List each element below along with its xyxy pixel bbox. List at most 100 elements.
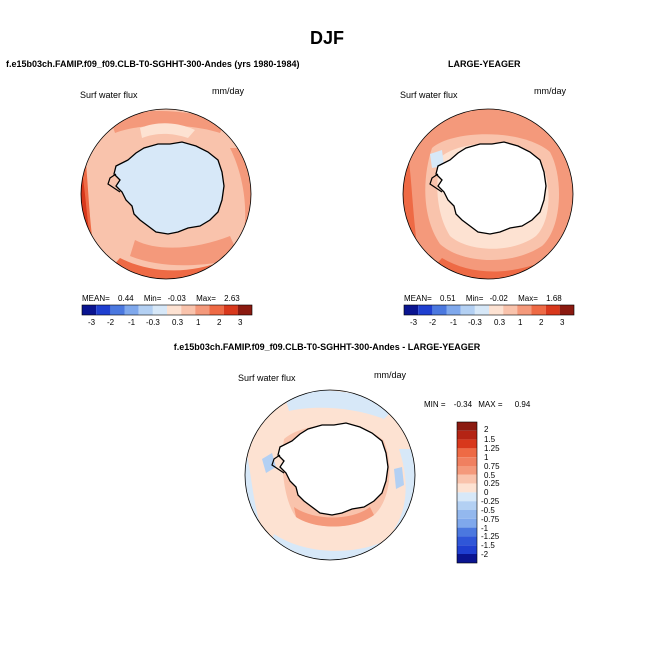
panel1-cbar-box-5	[138, 305, 153, 315]
panel1-cbar-box-12	[237, 305, 252, 315]
panel3-cbar-box-12	[457, 518, 477, 528]
panel3-cbar-box-1	[457, 422, 477, 431]
panel3-field-label: Surf water flux	[238, 373, 296, 383]
panel2-cbar-tick-5: 0.3	[494, 318, 506, 327]
panel3-cbar-tick-13: -1.25	[481, 532, 500, 541]
panel2-cbar-box-11	[545, 305, 560, 315]
panel1-polar-map	[80, 108, 252, 280]
panel3-cbar-outline	[456, 421, 478, 564]
panel2-polar-map	[402, 108, 574, 280]
panel3-cbar-tick-2: 1.5	[484, 435, 496, 444]
panel3-cbar-tick-4: 1	[484, 453, 489, 462]
panel2-cbar-box-4	[446, 305, 461, 315]
panel1-cbar-tick-2: -2	[107, 318, 115, 327]
panel3-max-label: MAX =	[478, 400, 503, 409]
panel3-west-blue-patch	[262, 453, 276, 473]
panel1-cbar-box-4	[124, 305, 139, 315]
panel1-title: f.e15b03ch.FAMIP.f09_f09.CLB-T0-SGHHT-30…	[6, 59, 300, 69]
panel1-stats: MEAN= 0.44 Min= -0.03 Max= 2.63	[82, 294, 240, 303]
panel3-cbar-box-4	[457, 448, 477, 458]
panel1-cbar-tick-3: -1	[128, 318, 136, 327]
panel1-colorbar	[81, 304, 253, 316]
panel3-cbar-box-2	[457, 430, 477, 440]
panel3-cbar-box-9	[457, 492, 477, 502]
panel1-cbar-box-3	[110, 305, 125, 315]
main-title: DJF	[309, 28, 344, 48]
panel3-peninsula	[271, 454, 285, 474]
panel1-mean-label: MEAN=	[82, 294, 110, 303]
panel3-cbar-tick-11: -0.75	[481, 515, 500, 524]
panel2-max-value: 1.68	[546, 294, 562, 303]
panel3-cbar-tick-7: 0.25	[484, 479, 500, 488]
panel1-cbar-box-11	[223, 305, 238, 315]
panel3-cbar-box-11	[457, 510, 477, 519]
panel2-cbar-box-12	[559, 305, 574, 315]
panel2-cbar-box-9	[517, 305, 532, 315]
panel3-cbar-box-16	[457, 554, 477, 563]
panel2-mean-label: MEAN=	[404, 294, 432, 303]
panel3-min-label: MIN =	[424, 400, 446, 409]
panel3-inner-salmon	[294, 507, 374, 527]
panel3-cbar-box-7	[457, 474, 477, 484]
panel3-cbar-tick-15: -2	[481, 550, 489, 559]
panel1-cbar-tick-1: -3	[88, 318, 96, 327]
panel1-north-band	[110, 111, 225, 133]
panel3-cbar-box-8	[457, 483, 477, 493]
panel3-cbar-box-5	[457, 457, 477, 466]
panel1-max-label: Max=	[196, 294, 216, 303]
panel1-cbar-box-1	[82, 305, 97, 315]
panel2-cbar-box-2	[418, 305, 433, 315]
panel1-cbar-tick-8: 3	[238, 318, 243, 327]
panel2-max-label: Max=	[518, 294, 538, 303]
panel3-antarctica	[277, 422, 389, 516]
panel1-cbar-box-8	[181, 305, 196, 315]
panel2-cbar-tick-2: -2	[429, 318, 437, 327]
panel1-min-value: -0.03	[167, 294, 186, 303]
panel2-title: LARGE-YEAGER	[448, 59, 521, 69]
panel2-cbar-box-8	[503, 305, 518, 315]
panel1-cbar-box-9	[195, 305, 210, 315]
panel2-min-value: -0.02	[489, 294, 508, 303]
panel3-cbar-tick-10: -0.5	[481, 506, 495, 515]
panel1-cbar-tick-5: 0.3	[172, 318, 184, 327]
panel1-cbar-tick-7: 2	[217, 318, 222, 327]
panel2-stats: MEAN= 0.51 Min= -0.02 Max= 1.68	[404, 294, 562, 303]
panel3-cbar-tick-12: -1	[481, 524, 489, 533]
panel1-cbar-tick-4: -0.3	[146, 318, 160, 327]
panel2-cbar-outline	[403, 304, 575, 316]
panel1-mean-value: 0.44	[118, 294, 134, 303]
panel1-min-label: Min=	[143, 294, 162, 303]
panel3-cbar-tick-5: 0.75	[484, 462, 500, 471]
panel3-cbar-tick-8: 0	[484, 488, 489, 497]
panel3-stats: MIN = -0.34 MAX = 0.94	[424, 400, 530, 409]
panel2-cbar-tick-8: 3	[560, 318, 565, 327]
panel2-peninsula	[429, 173, 443, 193]
panel2-cbar-box-5	[460, 305, 475, 315]
panel2-cbar-box-10	[531, 305, 546, 315]
panel2-map-border	[402, 108, 574, 280]
panel2-field-label: Surf water flux	[400, 90, 458, 100]
panel2-units: mm/day	[534, 86, 567, 96]
panel3-cbar-tick-14: -1.5	[481, 541, 495, 550]
panel1-pale-patch	[140, 123, 195, 138]
panel2-cbar-tick-3: -1	[450, 318, 458, 327]
panel1-peninsula	[107, 173, 121, 193]
panel2-pale-blue-patch	[430, 150, 444, 168]
panel1-cbar-box-6	[152, 305, 167, 315]
panel2-cbar-tick-4: -0.3	[468, 318, 482, 327]
panel3-colorbar	[456, 421, 478, 564]
panel2-cbar-box-6	[474, 305, 489, 315]
panel2-cbar-tick-6: 1	[518, 318, 523, 327]
panel2-colorbar	[403, 304, 575, 316]
panel3-map-border	[244, 389, 416, 561]
panel2-cbar-box-3	[432, 305, 447, 315]
panel3-cbar-box-14	[457, 536, 477, 546]
panel2-mean-value: 0.51	[440, 294, 456, 303]
panel3-cbar-tick-3: 1.25	[484, 444, 500, 453]
panel1-field-label: Surf water flux	[80, 90, 138, 100]
panel3-east-blue-patch	[394, 467, 404, 489]
panel3-units: mm/day	[374, 370, 407, 380]
panel1-cbar-box-7	[167, 305, 182, 315]
panel3-cbar-box-13	[457, 527, 477, 537]
panel2-cbar-box-1	[404, 305, 419, 315]
